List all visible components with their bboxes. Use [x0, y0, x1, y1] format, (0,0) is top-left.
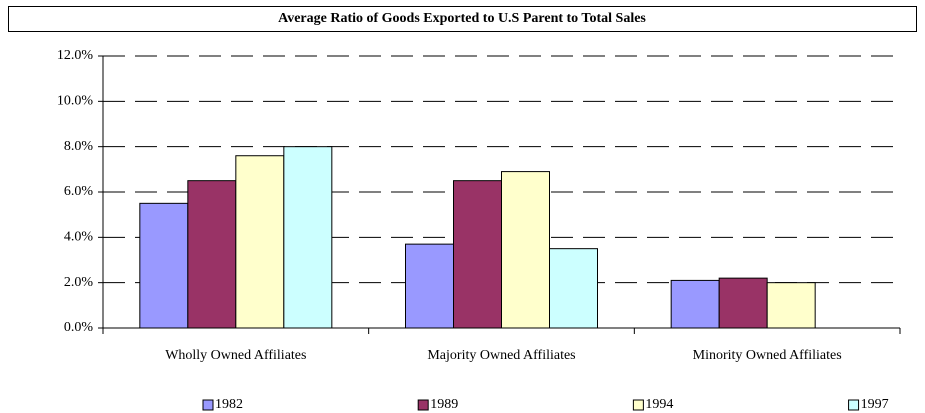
bar — [283, 146, 333, 329]
legend-label: 1989 — [430, 397, 458, 412]
y-tick-label: 8.0% — [64, 139, 94, 154]
bar — [766, 282, 816, 329]
y-tick-label: 2.0% — [64, 275, 94, 290]
chart-title: Average Ratio of Goods Exported to U.S P… — [278, 11, 646, 26]
y-tick-label: 4.0% — [64, 230, 94, 245]
bar — [235, 155, 285, 329]
x-tick-label: Minority Owned Affiliates — [693, 348, 842, 363]
y-tick-label: 0.0% — [64, 320, 94, 335]
legend-swatch — [848, 399, 860, 411]
bar — [453, 180, 502, 329]
bar — [549, 248, 598, 329]
x-tick-label: Wholly Owned Affiliates — [165, 348, 306, 363]
legend-label: 1997 — [861, 397, 889, 412]
bar — [718, 277, 768, 329]
y-tick-label: 10.0% — [57, 94, 94, 109]
legend-swatch — [202, 399, 214, 411]
legend-label: 1994 — [645, 397, 673, 412]
bar — [501, 171, 550, 329]
legend-swatch — [632, 399, 644, 411]
title-box — [8, 6, 917, 32]
bar — [139, 202, 189, 329]
bar — [670, 279, 720, 329]
y-tick-label: 6.0% — [64, 184, 94, 199]
bar — [405, 243, 454, 329]
y-tick-label: 12.0% — [57, 48, 94, 63]
legend-swatch — [417, 399, 429, 411]
x-tick-label: Majority Owned Affiliates — [427, 348, 575, 363]
bar — [187, 180, 237, 329]
legend-label: 1982 — [215, 397, 243, 412]
